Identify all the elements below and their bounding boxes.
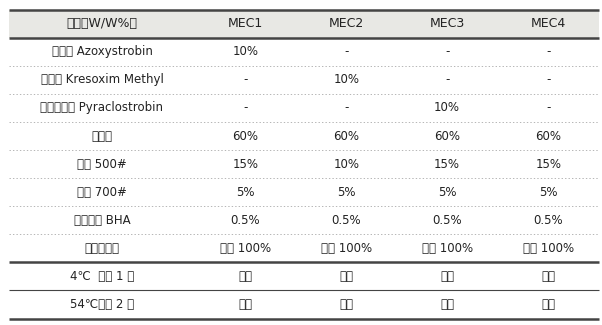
Text: 吡唑醚菌酯 Pyraclostrobin: 吡唑醚菌酯 Pyraclostrobin [40, 101, 164, 114]
Text: 补足 100%: 补足 100% [421, 242, 473, 255]
Text: 0.5%: 0.5% [331, 214, 361, 227]
Text: 合格: 合格 [339, 298, 353, 311]
Text: 补足 100%: 补足 100% [321, 242, 372, 255]
Text: 合格: 合格 [440, 298, 454, 311]
Text: MEC2: MEC2 [329, 17, 364, 30]
Text: 大豆油甲酯: 大豆油甲酯 [84, 242, 119, 255]
Text: -: - [243, 101, 247, 114]
Text: 合格: 合格 [541, 298, 555, 311]
Text: -: - [546, 101, 550, 114]
Text: 60%: 60% [232, 130, 258, 143]
Text: 合格: 合格 [440, 270, 454, 283]
Text: -: - [344, 101, 349, 114]
Text: 0.5%: 0.5% [533, 214, 563, 227]
Text: 抗氧化剂 BHA: 抗氧化剂 BHA [73, 214, 130, 227]
Text: 合格: 合格 [238, 270, 252, 283]
Text: -: - [546, 46, 550, 58]
Text: 60%: 60% [535, 130, 561, 143]
Bar [9, 10, 599, 38]
Text: 0.5%: 0.5% [231, 214, 260, 227]
Text: 合格: 合格 [238, 298, 252, 311]
Text: 合格: 合格 [541, 270, 555, 283]
Text: 15%: 15% [535, 158, 561, 171]
Text: 15%: 15% [434, 158, 460, 171]
Text: 4℃  冷贮 1 周: 4℃ 冷贮 1 周 [70, 270, 134, 283]
Text: 15%: 15% [232, 158, 258, 171]
Text: -: - [445, 46, 449, 58]
Text: -: - [243, 73, 247, 86]
Text: 10%: 10% [434, 101, 460, 114]
Text: 5%: 5% [236, 186, 255, 199]
Text: 农乳 500#: 农乳 500# [77, 158, 127, 171]
Text: 肉桂油: 肉桂油 [92, 130, 113, 143]
Text: MEC1: MEC1 [228, 17, 263, 30]
Text: -: - [344, 46, 349, 58]
Text: 60%: 60% [333, 130, 359, 143]
Text: 5%: 5% [337, 186, 355, 199]
Text: 10%: 10% [232, 46, 258, 58]
Text: 10%: 10% [333, 73, 359, 86]
Text: 5%: 5% [438, 186, 456, 199]
Text: 农乳 700#: 农乳 700# [77, 186, 127, 199]
Text: -: - [546, 73, 550, 86]
Text: 组分（W/W%）: 组分（W/W%） [66, 17, 137, 30]
Text: 60%: 60% [434, 130, 460, 143]
Text: 54℃热贮 2 周: 54℃热贮 2 周 [70, 298, 134, 311]
Text: 10%: 10% [333, 158, 359, 171]
Text: 补足 100%: 补足 100% [220, 242, 271, 255]
Text: 补足 100%: 补足 100% [523, 242, 574, 255]
Text: 嘧菌酯 Azoxystrobin: 嘧菌酯 Azoxystrobin [52, 46, 152, 58]
Text: MEC3: MEC3 [429, 17, 465, 30]
Text: 0.5%: 0.5% [432, 214, 462, 227]
Text: 5%: 5% [539, 186, 557, 199]
Text: MEC4: MEC4 [530, 17, 566, 30]
Text: 醚菌酯 Kresoxim Methyl: 醚菌酯 Kresoxim Methyl [40, 73, 163, 86]
Text: -: - [445, 73, 449, 86]
Text: 合格: 合格 [339, 270, 353, 283]
